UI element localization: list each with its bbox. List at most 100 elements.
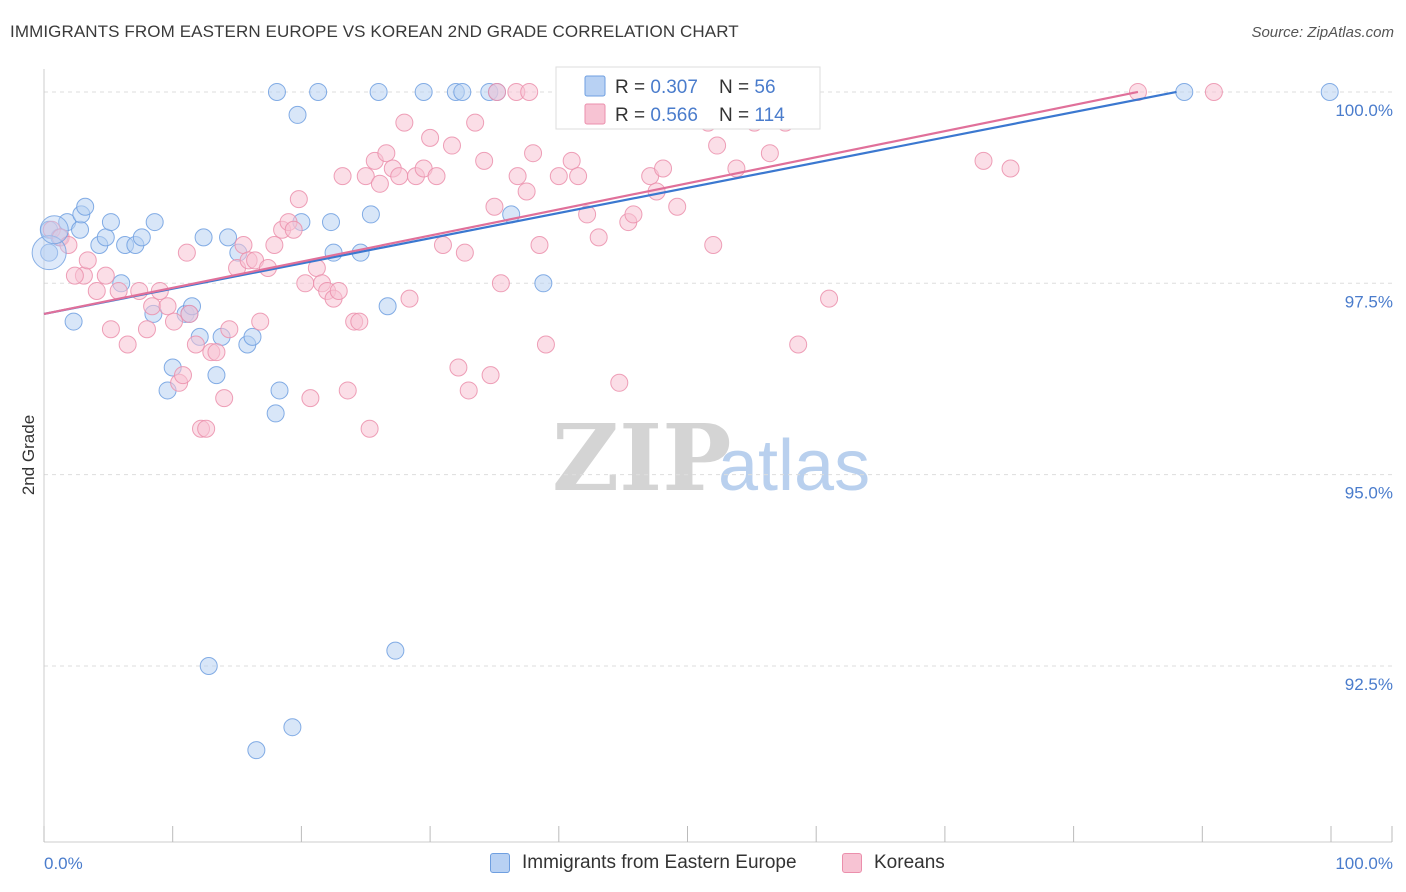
- data-point-blue: [453, 82, 472, 101]
- data-point-pink: [481, 366, 500, 385]
- data-point-pink: [338, 381, 357, 400]
- data-point-pink: [520, 82, 539, 101]
- legend-swatch-blue: [490, 853, 510, 873]
- data-point-pink: [164, 312, 183, 331]
- legend-item-pink[interactable]: Koreans: [842, 852, 945, 874]
- stats-legend-row-blue: R = 0.307 N = 56: [615, 77, 776, 98]
- data-point-blue: [270, 381, 289, 400]
- data-point-blue: [1175, 82, 1194, 101]
- data-point-pink: [180, 304, 199, 323]
- data-point-blue: [378, 297, 397, 316]
- data-point-pink: [78, 251, 97, 270]
- data-point-pink: [177, 243, 196, 262]
- data-point-pink: [158, 297, 177, 316]
- data-point-pink: [65, 266, 84, 285]
- data-point-blue: [64, 312, 83, 331]
- data-point-pink: [704, 236, 723, 255]
- data-point-pink: [207, 343, 226, 362]
- data-point-blue: [267, 82, 286, 101]
- data-point-pink: [356, 167, 375, 186]
- data-point-pink: [654, 159, 673, 178]
- data-point-pink: [974, 151, 993, 170]
- data-point-pink: [459, 381, 478, 400]
- data-point-pink: [370, 174, 389, 193]
- data-point-blue: [31, 235, 67, 271]
- x-tick-label: 0.0%: [44, 854, 83, 873]
- data-point-pink: [333, 167, 352, 186]
- data-point-pink: [610, 373, 629, 392]
- data-point-blue: [243, 327, 262, 346]
- data-point-blue: [322, 213, 341, 232]
- x-tick-label: 100.0%: [1335, 854, 1393, 873]
- data-point-pink: [475, 151, 494, 170]
- data-point-pink: [820, 289, 839, 308]
- watermark-atlas: atlas: [718, 426, 870, 506]
- data-point-pink: [390, 167, 409, 186]
- y-tick-label: 100.0%: [1335, 101, 1393, 120]
- data-point-pink: [433, 236, 452, 255]
- data-point-pink: [524, 144, 543, 163]
- data-point-pink: [569, 167, 588, 186]
- y-tick-label: 97.5%: [1345, 292, 1393, 311]
- data-point-pink: [329, 281, 348, 300]
- data-point-pink: [143, 297, 162, 316]
- data-point-pink: [421, 128, 440, 147]
- data-point-pink: [455, 243, 474, 262]
- data-point-blue: [39, 215, 69, 245]
- data-point-pink: [265, 236, 284, 255]
- data-point-pink: [234, 236, 253, 255]
- source-label: Source: ZipAtlas.com: [1251, 24, 1394, 41]
- data-point-pink: [668, 197, 687, 216]
- data-point-pink: [530, 236, 549, 255]
- stats-legend: R = 0.307 N = 56 R = 0.566 N = 114: [555, 66, 821, 130]
- legend-swatch-pink: [842, 853, 862, 873]
- trend-line-pink: [43, 90, 1139, 315]
- data-point-pink: [1001, 159, 1020, 178]
- data-point-pink: [186, 335, 205, 354]
- data-point-blue: [288, 105, 307, 124]
- data-point-blue: [266, 404, 285, 423]
- data-point-pink: [1204, 82, 1223, 101]
- data-point-blue: [369, 82, 388, 101]
- data-point-pink: [220, 320, 239, 339]
- data-point-pink: [400, 289, 419, 308]
- data-point-pink: [59, 236, 78, 255]
- chart-title: IMMIGRANTS FROM EASTERN EUROPE VS KOREAN…: [10, 22, 739, 41]
- data-point-pink: [197, 419, 216, 438]
- data-point-pink: [101, 320, 120, 339]
- data-point-pink: [517, 182, 536, 201]
- data-point-blue: [283, 718, 302, 737]
- data-point-pink: [508, 167, 527, 186]
- data-point-pink: [96, 266, 115, 285]
- data-point-blue: [145, 213, 164, 232]
- data-point-pink: [536, 335, 555, 354]
- data-point-pink: [215, 389, 234, 408]
- data-point-pink: [466, 113, 485, 132]
- data-point-pink: [350, 312, 369, 331]
- legend-item-blue[interactable]: Immigrants from Eastern Europe: [490, 852, 797, 874]
- data-point-pink: [549, 167, 568, 186]
- data-point-pink: [449, 358, 468, 377]
- trend-line-blue: [43, 90, 1177, 315]
- data-point-pink: [296, 274, 315, 293]
- data-point-blue: [247, 741, 266, 760]
- data-point-pink: [578, 205, 597, 224]
- data-point-blue: [76, 197, 95, 216]
- data-point-pink: [488, 82, 507, 101]
- data-point-pink: [301, 389, 320, 408]
- stats-legend-swatch-pink: [584, 103, 606, 125]
- watermark-zip: ZIP: [552, 404, 731, 512]
- data-point-blue: [71, 220, 90, 239]
- data-point-pink: [251, 312, 270, 331]
- data-point-blue: [40, 243, 59, 262]
- data-point-blue: [386, 641, 405, 660]
- y-axis-title: 2nd Grade: [19, 415, 38, 495]
- data-point-pink: [485, 197, 504, 216]
- data-point-pink: [708, 136, 727, 155]
- data-point-pink: [137, 320, 156, 339]
- data-point-pink: [289, 190, 308, 209]
- data-point-pink: [360, 419, 379, 438]
- data-point-pink: [562, 151, 581, 170]
- data-point-pink: [624, 205, 643, 224]
- data-point-pink: [789, 335, 808, 354]
